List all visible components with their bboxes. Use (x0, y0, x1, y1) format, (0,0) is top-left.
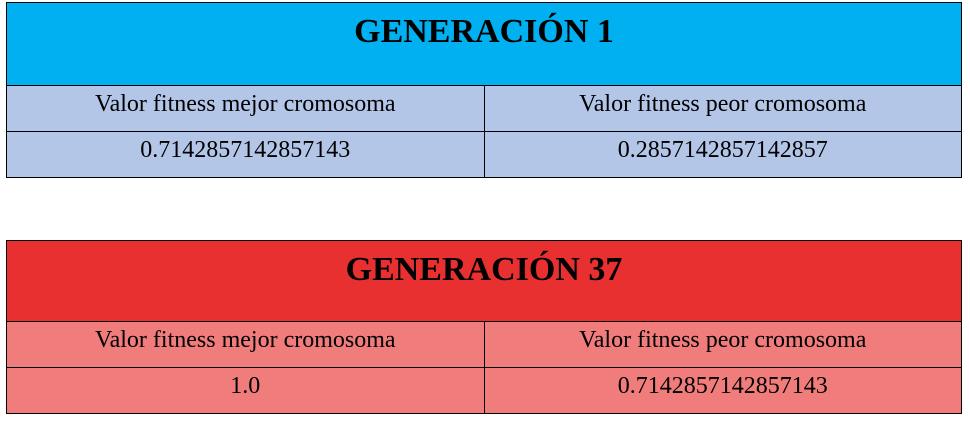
generation-37-best-value: 1.0 (6, 367, 485, 414)
generation-1-worst-label: Valor fitness peor cromosoma (483, 85, 962, 132)
generation-1-table: GENERACIÓN 1 Valor fitness mejor cromoso… (6, 2, 962, 178)
generation-1-title: GENERACIÓN 1 (6, 2, 962, 86)
generation-1-best-value: 0.7142857142857143 (6, 131, 485, 178)
generation-1-best-label: Valor fitness mejor cromosoma (6, 85, 485, 132)
generation-37-worst-label: Valor fitness peor cromosoma (483, 321, 962, 368)
generation-1-worst-value: 0.2857142857142857 (483, 131, 962, 178)
generation-37-title: GENERACIÓN 37 (6, 240, 962, 322)
generation-37-best-label: Valor fitness mejor cromosoma (6, 321, 485, 368)
generation-37-worst-value: 0.7142857142857143 (483, 367, 962, 414)
generation-37-table: GENERACIÓN 37 Valor fitness mejor cromos… (6, 240, 962, 414)
